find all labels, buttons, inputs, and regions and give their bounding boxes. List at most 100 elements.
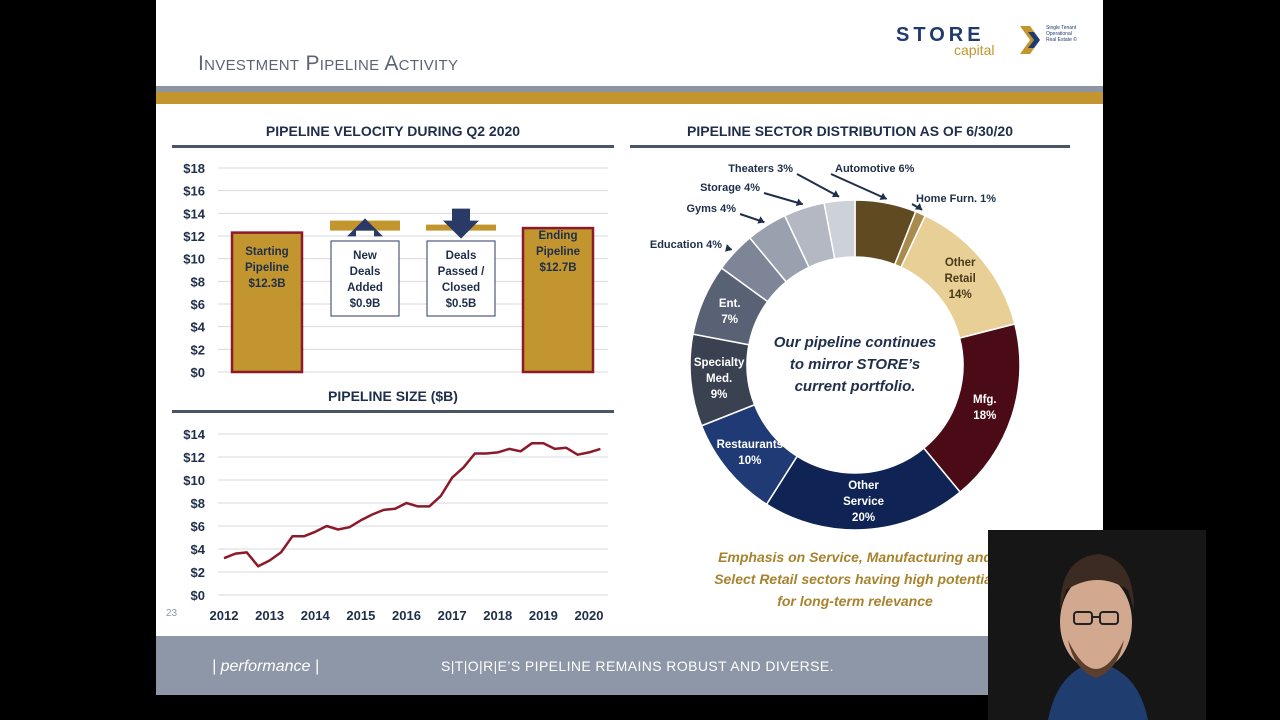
new-deals-label: Deals — [350, 266, 381, 278]
size-x-tick: 2015 — [346, 608, 375, 623]
size-y-tick: $0 — [191, 588, 205, 603]
velocity-y-tick: $6 — [191, 297, 205, 312]
footer-message: S|T|O|R|E’S PIPELINE REMAINS ROBUST AND … — [441, 658, 834, 674]
ending-pipeline-bar — [521, 226, 595, 374]
donut-slice-label: Retail — [945, 273, 976, 285]
size-x-tick: 2017 — [438, 608, 467, 623]
size-x-tick: 2018 — [483, 608, 512, 623]
starting-pipeline-label: $12.3B — [248, 278, 285, 290]
ending-pipeline-label: Ending — [539, 230, 578, 242]
size-y-tick: $2 — [191, 565, 205, 580]
logo-capital-text: capital — [954, 42, 995, 58]
ending-pipeline-label: Pipeline — [536, 246, 580, 258]
logo-tagline: Single Tenant Operational Real Estate © — [1046, 25, 1077, 43]
velocity-y-tick: $16 — [183, 184, 205, 199]
pipeline-size-chart: $14 $12 $10 $8 $6 $4 $2 $0 2012 2013 2014 2015 2016 2… — [183, 427, 608, 623]
donut-outer-label: Theaters 3% — [728, 163, 793, 175]
ending-pipeline-label: $12.7B — [539, 262, 576, 274]
deals-passed-label: Passed / — [438, 266, 485, 278]
donut-center-text: Our pipeline continues — [774, 334, 937, 351]
deals-passed-box — [426, 240, 496, 317]
size-x-tick: 2019 — [529, 608, 558, 623]
arrow-down-icon — [443, 208, 479, 239]
size-y-tick: $8 — [191, 496, 205, 511]
velocity-title-rule — [172, 145, 614, 148]
arrow-up-icon — [347, 218, 383, 237]
footer-band: | performance | S|T|O|R|E’S PIPELINE REM… — [156, 636, 1103, 695]
donut-outer-label: Storage 4% — [700, 182, 760, 194]
size-y-tick: $6 — [191, 519, 205, 534]
size-y-tick: $14 — [183, 427, 205, 442]
slide-title: Investment Pipeline Activity — [198, 52, 459, 75]
sector-chart-title: PIPELINE SECTOR DISTRIBUTION AS OF 6/30/… — [687, 123, 1013, 139]
size-y-tick: $12 — [183, 450, 205, 465]
donut-outer-label: Home Furn. 1% — [916, 193, 996, 205]
header-band-gray — [156, 86, 1103, 92]
deals-passed-label: Deals — [446, 250, 477, 262]
donut-slice-label: Med. — [706, 373, 732, 385]
starting-pipeline-label: Pipeline — [245, 262, 289, 274]
new-deals-label: New — [353, 250, 377, 262]
donut-slice-label: Ent. — [719, 298, 741, 310]
donut-outer-label: Education 4% — [650, 239, 722, 251]
donut-slice-label: Specialty — [694, 357, 745, 369]
donut-leader-line — [763, 192, 804, 206]
emphasis-line-1: Emphasis on Service, Manufacturing and — [718, 549, 992, 565]
starting-pipeline-label: Starting — [245, 246, 288, 258]
size-x-tick: 2020 — [575, 608, 604, 623]
velocity-y-tick: $14 — [183, 206, 205, 221]
leader-arrow-icon — [725, 244, 732, 252]
size-x-tick: 2014 — [301, 608, 331, 623]
donut-center-text: current portfolio. — [795, 378, 916, 395]
new-deals-label: Added — [347, 282, 383, 294]
emphasis-line-3: for long-term relevance — [777, 593, 933, 609]
size-chart-title: PIPELINE SIZE ($B) — [328, 388, 458, 404]
size-x-tick: 2016 — [392, 608, 421, 623]
leader-arrow-icon — [831, 190, 840, 198]
sector-donut-chart: Automotive 6% Home Furn. 1% Other Retail 14%… — [650, 163, 1021, 531]
donut-leader-line — [796, 173, 840, 198]
donut-slice-label: 7% — [721, 314, 738, 326]
velocity-chart-title: PIPELINE VELOCITY DURING Q2 2020 — [265, 123, 521, 139]
donut-slice-label: Other — [848, 480, 879, 492]
donut-leader-line — [830, 173, 888, 200]
emphasis-note: Emphasis on Service, Manufacturing and S… — [714, 549, 997, 609]
velocity-y-tick: $0 — [191, 365, 205, 380]
donut-slice-label: Mfg. — [973, 394, 997, 406]
size-x-tick: 2013 — [255, 608, 284, 623]
donut-slice-label: Other — [945, 257, 976, 269]
donut-slice-label: 9% — [711, 389, 728, 401]
header-band-gold — [156, 92, 1103, 104]
new-deals-label: $0.9B — [350, 298, 381, 310]
velocity-y-tick: $2 — [191, 342, 205, 357]
donut-outer-label: Gyms 4% — [686, 203, 736, 215]
sector-title-rule — [630, 145, 1070, 148]
deals-passed-label: Closed — [442, 282, 480, 294]
velocity-chart: $18 $16 $14 $12 $10 $8 $6 $4 $2 $0 Starting Pipelin… — [183, 161, 608, 380]
leader-arrow-icon — [914, 203, 923, 210]
velocity-y-tick: $4 — [191, 320, 206, 335]
deals-passed-label: $0.5B — [446, 298, 477, 310]
velocity-y-tick: $12 — [183, 229, 205, 244]
pipeline-size-line — [223, 441, 601, 568]
size-x-tick: 2012 — [210, 608, 239, 623]
leader-arrow-icon — [879, 192, 887, 200]
velocity-y-tick: $18 — [183, 161, 205, 176]
leader-arrow-icon — [757, 216, 765, 224]
donut-slice — [823, 199, 856, 260]
donut-slice-label: 18% — [973, 410, 996, 422]
donut-slice-label: Restaurants — [717, 439, 783, 451]
logo-chevron-icon — [1020, 26, 1040, 54]
store-capital-logo: STORE capital Single Tenant Operational … — [896, 22, 1086, 64]
footer-performance-label: | performance | — [212, 658, 320, 675]
donut-slice-label: Service — [843, 496, 884, 508]
page-number: 23 — [166, 608, 178, 619]
donut-slice-label: 20% — [852, 512, 875, 524]
velocity-y-tick: $10 — [183, 252, 205, 267]
leader-arrow-icon — [795, 198, 803, 207]
donut-center-text: to mirror STORE’s — [790, 356, 920, 373]
logo-store-text: STORE — [896, 24, 985, 46]
slide: Investment Pipeline Activity STORE capit… — [156, 0, 1103, 695]
presenter-avatar-icon — [988, 530, 1206, 720]
presenter-webcam — [988, 530, 1206, 720]
